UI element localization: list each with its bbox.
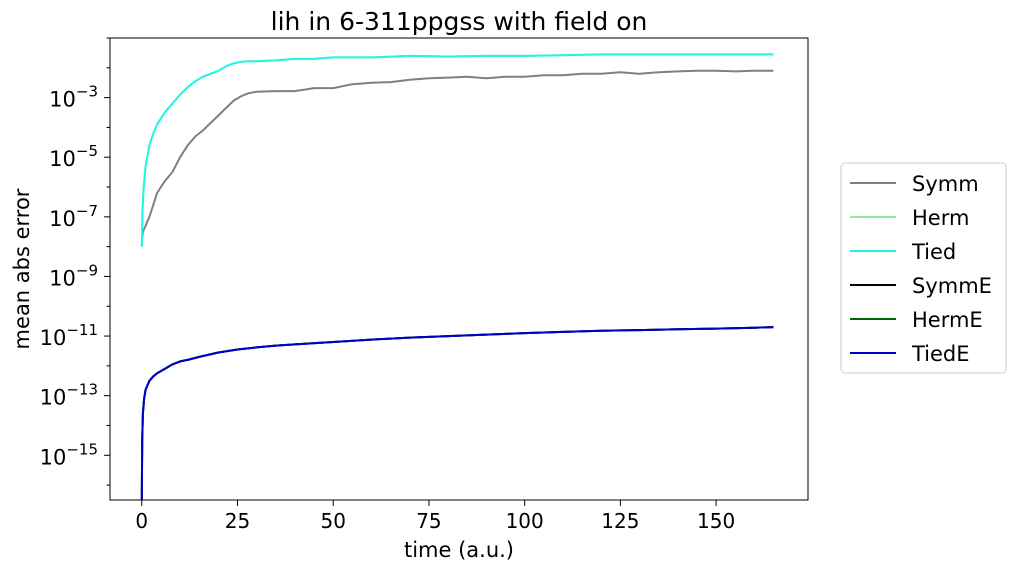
y-axis-ticks: 10−3 10−5 10−7 10−9 10−11 10−13 10−15 [40, 37, 110, 486]
series-line-herm [140, 53, 774, 247]
x-axis-ticks: 0 25 50 75 100 125 150 [135, 500, 735, 533]
legend-label-herme: HermE [912, 308, 983, 332]
series-line-tied [140, 53, 774, 247]
legend-label-symm: Symm [912, 172, 979, 196]
x-tick-label: 50 [320, 509, 345, 533]
y-tick-label: 10−13 [40, 381, 98, 410]
x-axis-label: time (a.u.) [404, 538, 514, 562]
legend-frame [840, 162, 1007, 374]
series-line-symme [140, 326, 774, 500]
legend-label-tied: Tied [911, 240, 956, 264]
y-tick-label: 10−7 [49, 202, 98, 231]
x-tick-label: 150 [697, 509, 735, 533]
y-axis-label: mean abs error [10, 188, 34, 349]
x-tick-label: 75 [416, 509, 441, 533]
x-tick-label: 0 [135, 509, 148, 533]
x-tick-label: 125 [601, 509, 639, 533]
y-tick-label: 10−3 [49, 83, 98, 112]
y-tick-label: 10−11 [40, 321, 98, 350]
series-line-herme [140, 326, 774, 500]
legend-label-herm: Herm [912, 206, 969, 230]
chart-title: lih in 6-311ppgss with field on [271, 7, 648, 36]
y-tick-label: 10−15 [40, 440, 98, 469]
legend: Symm Herm Tied SymmE HermE TiedE [840, 162, 1007, 374]
plot-area-frame [109, 37, 809, 501]
x-tick-label: 100 [506, 509, 544, 533]
y-tick-label: 10−5 [49, 142, 98, 171]
legend-label-tiede: TiedE [911, 342, 970, 366]
series-layer [140, 53, 774, 500]
legend-label-symme: SymmE [912, 274, 992, 298]
x-tick-label: 25 [225, 509, 250, 533]
y-tick-label: 10−9 [49, 261, 98, 290]
series-line-symm [140, 69, 774, 241]
series-line-tiede [140, 326, 774, 500]
